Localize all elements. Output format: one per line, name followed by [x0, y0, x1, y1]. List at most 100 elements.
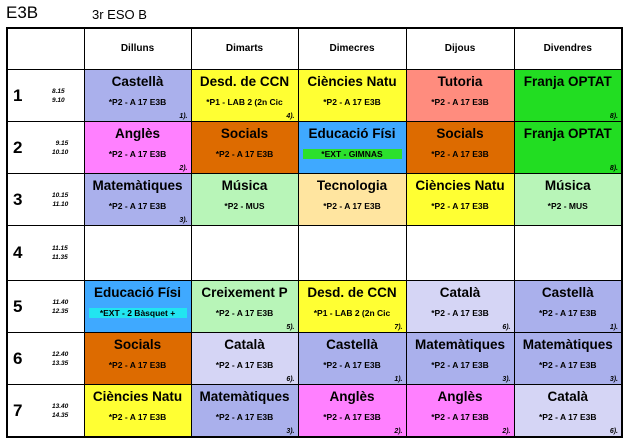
lesson-cell[interactable]: Ciències Natu *P2 - A 17 E3B — [297, 69, 407, 122]
subject-name: Música — [221, 178, 268, 193]
group-ref: 2). — [394, 428, 403, 435]
lesson-cell[interactable]: Socials *P2 - A 17 E3B — [83, 332, 192, 385]
room-label: *P2 - A 17 E3B — [108, 201, 167, 211]
lesson-cell[interactable]: Anglès *P2 - A 17 E3B 2). — [83, 121, 192, 174]
lesson-content: Tecnologia *P2 - A 17 E3B — [299, 175, 405, 225]
lesson-cell[interactable]: Castellà *P2 - A 17 E3B 1). — [83, 69, 192, 122]
subject-name: Educació Físi — [93, 285, 182, 300]
lesson-content: Música *P2 - MUS — [515, 175, 621, 225]
day-label: Dimarts — [225, 43, 264, 54]
lesson-cell[interactable]: Música *P2 - MUS — [513, 173, 623, 226]
corner-cell — [6, 27, 85, 70]
lesson-cell[interactable]: Castellà *P2 - A 17 E3B 1). — [297, 332, 407, 385]
day-header-dimarts: Dimarts — [190, 27, 299, 70]
group-ref: 6). — [502, 324, 511, 331]
room-label: *P2 - A 17 E3B — [431, 412, 489, 422]
lesson-cell[interactable]: Matemàtiques *P2 - A 17 E3B 3). — [405, 332, 515, 385]
lesson-content: Tutoria *P2 - A 17 E3B — [407, 71, 513, 121]
lesson-cell[interactable]: Anglès *P2 - A 17 E3B 2). — [297, 384, 407, 438]
lesson-content: Anglès *P2 - A 17 E3B 2). — [407, 385, 513, 436]
lesson-cell[interactable]: Matemàtiques *P2 - A 17 E3B 3). — [190, 384, 299, 438]
period-number: 4 — [13, 243, 23, 262]
timetable-grid: Dilluns Dimarts Dimecres Dijous Divendre… — [6, 27, 623, 438]
period-end-time: 13.35 — [52, 359, 69, 367]
lesson-content: Educació Físi *EXT - GIMNAS — [299, 123, 405, 173]
subject-name: Desd. de CCN — [199, 74, 290, 89]
lesson-content — [85, 227, 190, 280]
subject-name: Català — [224, 337, 265, 352]
subject-name: Matemàtiques — [522, 337, 613, 352]
lesson-content: Socials *P2 - A 17 E3B — [407, 123, 513, 173]
lesson-content: Matemàtiques *P2 - A 17 E3B 3). — [515, 334, 621, 384]
room-label: *P1 - LAB 2 (2n Cic — [313, 308, 391, 318]
lesson-cell[interactable]: Matemàtiques *P2 - A 17 E3B 3). — [83, 173, 192, 226]
lesson-cell[interactable]: Socials *P2 - A 17 E3B — [405, 121, 515, 174]
group-ref: 1). — [394, 376, 403, 383]
room-label: *P2 - A 17 E3B — [431, 360, 489, 370]
lesson-cell[interactable]: Català *P2 - A 17 E3B 6). — [405, 280, 515, 333]
room-label: *P2 - A 17 E3B — [215, 308, 274, 318]
lesson-cell[interactable]: Franja OPTAT 8). — [513, 121, 623, 174]
period-end-time: 11.35 — [52, 254, 68, 261]
lesson-cell[interactable]: Creixement P *P2 - A 17 E3B 5). — [190, 280, 299, 333]
period-start-time: 9.15 — [55, 139, 69, 147]
lesson-cell[interactable]: Català *P2 - A 17 E3B 6). — [513, 384, 623, 438]
lesson-content: Socials *P2 - A 17 E3B — [192, 123, 297, 173]
group-ref: 1). — [609, 324, 618, 331]
group-ref: 3). — [286, 428, 295, 435]
subject-name: Matemàtiques — [92, 178, 183, 193]
lesson-cell[interactable]: Tutoria *P2 - A 17 E3B — [405, 69, 515, 122]
lesson-cell[interactable]: Desd. de CCN *P1 - LAB 2 (2n Cic 7). — [297, 280, 407, 333]
lesson-content: Ciències Natu *P2 - A 17 E3B — [85, 385, 190, 436]
period-header-cell: 1 8.15 9.10 — [6, 69, 85, 122]
room-label: *P2 - A 17 E3B — [539, 360, 597, 370]
period-number: 1 — [13, 85, 23, 105]
subject-name: Anglès — [437, 389, 483, 404]
period-times: 10.15 11.10 — [52, 191, 68, 209]
lesson-content — [515, 227, 621, 280]
room-label: *EXT - 2 Bàsquet + — [88, 308, 187, 318]
day-header-row: Dilluns Dimarts Dimecres Dijous Divendre… — [6, 27, 623, 70]
period-times: 9.15 10.10 — [52, 139, 68, 157]
period-row: 3 10.15 11.10 Matemàtiques *P2 - A 17 E3B 3).… — [6, 173, 623, 226]
lesson-cell[interactable]: Socials *P2 - A 17 E3B — [190, 121, 299, 174]
lesson-cell[interactable] — [513, 225, 623, 281]
lesson-cell[interactable]: Ciències Natu *P2 - A 17 E3B — [405, 173, 515, 226]
lesson-cell[interactable]: Castellà *P2 - A 17 E3B 1). — [513, 280, 623, 333]
day-label: Dimecres — [329, 43, 375, 54]
subject-name: Música — [544, 178, 591, 193]
lesson-cell[interactable]: Català *P2 - A 17 E3B 6). — [190, 332, 299, 385]
lesson-content — [407, 227, 513, 280]
day-header-dimecres: Dimecres — [297, 27, 407, 70]
subject-name: Anglès — [114, 126, 160, 141]
period-number: 3 — [13, 189, 23, 209]
period-times: 8.15 9.10 — [52, 87, 65, 105]
period-number: 2 — [13, 137, 23, 157]
day-label: Dijous — [444, 43, 476, 54]
subject-name: Socials — [220, 126, 269, 141]
lesson-cell[interactable]: Educació Físi *EXT - GIMNAS — [297, 121, 407, 174]
lesson-cell[interactable] — [297, 225, 407, 281]
lesson-content: Música *P2 - MUS — [192, 175, 297, 225]
group-ref: 2). — [502, 428, 511, 435]
lesson-cell[interactable] — [405, 225, 515, 281]
lesson-cell[interactable]: Tecnologia *P2 - A 17 E3B — [297, 173, 407, 226]
class-code: E3B — [6, 3, 39, 22]
lesson-cell[interactable] — [190, 225, 299, 281]
lesson-content: Ciències Natu *P2 - A 17 E3B — [299, 71, 405, 121]
period-header-cell: 4 11.15 11.35 — [6, 225, 85, 281]
group-ref: 3). — [502, 376, 511, 383]
room-label: *P2 - A 17 E3B — [323, 412, 381, 422]
lesson-cell[interactable]: Educació Físi *EXT - 2 Bàsquet + — [83, 280, 192, 333]
lesson-content: Castellà *P2 - A 17 E3B 1). — [85, 71, 190, 121]
lesson-cell[interactable]: Anglès *P2 - A 17 E3B 2). — [405, 384, 515, 438]
lesson-cell[interactable]: Franja OPTAT 8). — [513, 69, 623, 122]
lesson-cell[interactable]: Música *P2 - MUS — [190, 173, 299, 226]
lesson-cell[interactable]: Matemàtiques *P2 - A 17 E3B 3). — [513, 332, 623, 385]
lesson-cell[interactable]: Desd. de CCN *P1 - LAB 2 (2n Cic 4). — [190, 69, 299, 122]
day-label: Divendres — [543, 43, 592, 54]
subject-name: Desd. de CCN — [307, 285, 397, 300]
lesson-cell[interactable] — [83, 225, 192, 281]
lesson-cell[interactable]: Ciències Natu *P2 - A 17 E3B — [83, 384, 192, 438]
period-header-cell: 2 9.15 10.10 — [6, 121, 85, 174]
